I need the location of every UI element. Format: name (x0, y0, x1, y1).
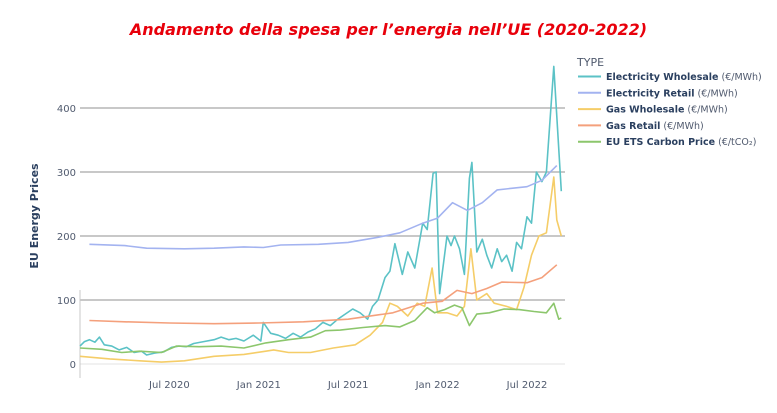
legend-item-unit: (€/MWh) (694, 88, 737, 99)
x-tick-label: Jan 2021 (236, 380, 281, 391)
x-tick-label: Jul 2020 (148, 380, 190, 391)
y-tick-label: 400 (57, 104, 76, 115)
y-axis-label: EU Energy Prices (28, 163, 41, 269)
legend-item-name: EU ETS Carbon Price (606, 137, 715, 148)
x-tick-label: Jan 2022 (415, 380, 460, 391)
legend-item: Electricity Wholesale (€/MWh) (606, 72, 762, 83)
y-tick-label: 200 (57, 232, 76, 243)
legend-item: Electricity Retail (€/MWh) (606, 88, 738, 99)
legend-item-unit: (€/tCO₂) (715, 137, 756, 148)
legend-item: EU ETS Carbon Price (€/tCO₂) (606, 137, 756, 148)
chart-title: Andamento della spesa per l’energia nell… (129, 20, 648, 39)
legend-item: Gas Wholesale (€/MWh) (606, 105, 728, 116)
legend-item-unit: (€/MWh) (660, 121, 703, 132)
series-line-electricity-wholesale (79, 65, 563, 356)
legend-title: TYPE (576, 56, 604, 69)
x-tick-label: Jul 2021 (327, 380, 369, 391)
series-line-gas-retail (89, 264, 558, 325)
legend-item-name: Electricity Retail (606, 88, 694, 99)
legend-item-name: Gas Wholesale (606, 105, 684, 116)
legend-item-unit: (€/MWh) (718, 72, 761, 83)
y-tick-label: 0 (70, 360, 76, 371)
series-line-eu-ets-carbon-price (79, 302, 562, 354)
y-tick-label: 100 (57, 296, 76, 307)
y-tick-label: 300 (57, 168, 76, 179)
legend-item: Gas Retail (€/MWh) (606, 121, 704, 132)
legend-item-name: Gas Retail (606, 121, 660, 132)
series-line-electricity-retail (89, 165, 558, 250)
legend-item-name: Electricity Wholesale (606, 72, 718, 83)
x-tick-label: Jul 2022 (506, 380, 548, 391)
legend-item-unit: (€/MWh) (684, 105, 727, 116)
series-line-gas-wholesale (79, 176, 563, 363)
